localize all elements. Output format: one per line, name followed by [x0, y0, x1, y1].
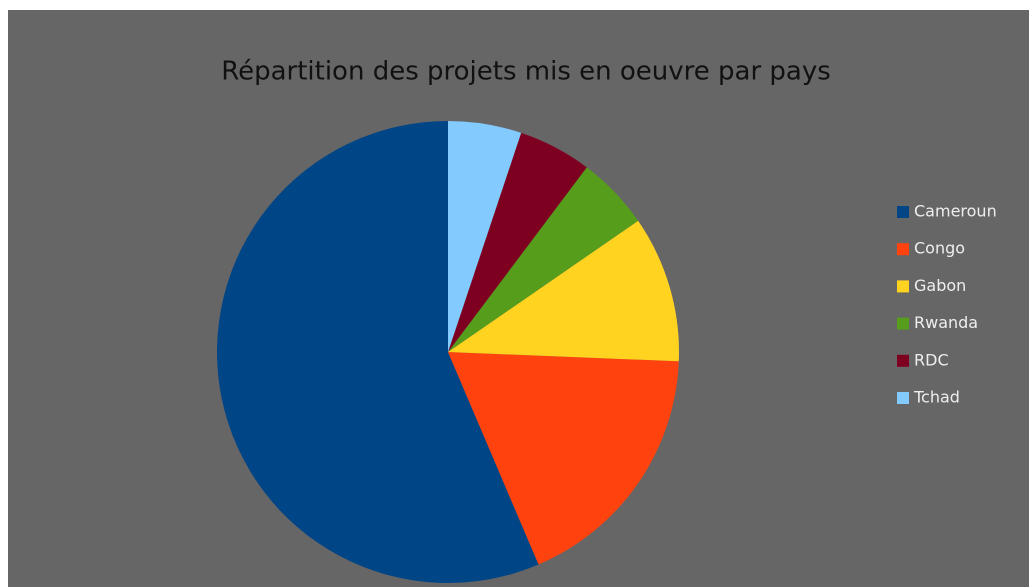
legend-label: Gabon — [914, 276, 966, 295]
legend-label: Rwanda — [914, 313, 978, 332]
legend-label: RDC — [914, 350, 949, 369]
legend-swatch — [897, 243, 909, 256]
pie-slice — [448, 352, 679, 565]
legend-swatch — [897, 392, 909, 404]
legend-swatch — [897, 280, 909, 293]
legend-label: Tchad — [913, 388, 960, 407]
pie-slice — [448, 220, 680, 362]
legend-swatch — [897, 354, 909, 367]
pie-slice — [217, 121, 539, 583]
pie-slice — [448, 121, 522, 352]
legend-swatch — [897, 317, 909, 330]
legend-swatch — [897, 206, 909, 218]
legend-label: Cameroun — [914, 202, 997, 221]
chart-title: Répartition des projets mis en oeuvre pa… — [221, 57, 831, 87]
pie-slice — [448, 132, 587, 352]
pie-slice — [448, 167, 639, 352]
legend-label: Congo — [914, 239, 965, 258]
